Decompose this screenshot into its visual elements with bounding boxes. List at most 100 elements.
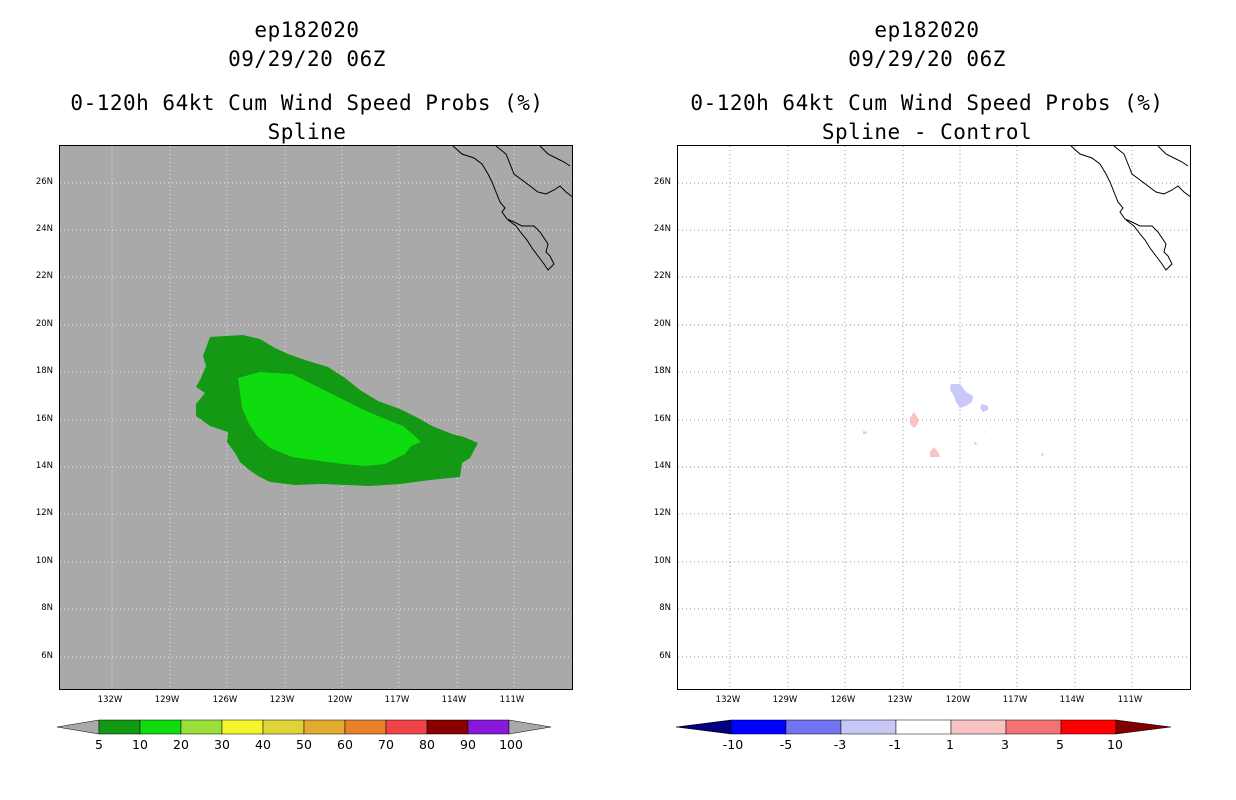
colorbar-swatch xyxy=(385,719,428,735)
diff-positive-region xyxy=(930,447,940,457)
lon-label: 120W xyxy=(945,695,971,705)
lon-label: 114W xyxy=(1059,695,1085,705)
colorbar-label: 3 xyxy=(1001,737,1009,752)
colorbar-swatch xyxy=(840,719,897,735)
right-map-svg xyxy=(678,146,1190,689)
colorbar-label: 60 xyxy=(337,737,353,752)
colorbar-swatch xyxy=(139,719,182,735)
lat-label: 12N xyxy=(35,508,53,518)
lat-label: 10N xyxy=(653,556,671,566)
colorbar-swatch xyxy=(467,719,510,735)
colorbar-swatch xyxy=(426,719,469,735)
colorbar-label: 5 xyxy=(1056,737,1064,752)
colorbar-label: 10 xyxy=(132,737,148,752)
lat-label: 14N xyxy=(35,461,53,471)
lon-label: 126W xyxy=(830,695,856,705)
lat-label: 20N xyxy=(35,319,53,329)
right-title-line1: ep182020 xyxy=(874,18,980,42)
lon-label: 114W xyxy=(441,695,467,705)
colorbar-swatch xyxy=(344,719,387,735)
diff-negative-region xyxy=(980,404,988,412)
lon-label: 111W xyxy=(1117,695,1143,705)
lon-label: 117W xyxy=(1002,695,1028,705)
right-map-panel xyxy=(677,145,1191,690)
left-title-line4: Spline xyxy=(267,120,347,144)
colorbar-swatch xyxy=(1060,719,1117,735)
diff-positive-region xyxy=(984,431,986,433)
lon-label: 129W xyxy=(772,695,798,705)
lon-label: 123W xyxy=(887,695,913,705)
colorbar-swatch xyxy=(730,719,787,735)
colorbar-label: 5 xyxy=(95,737,103,752)
colorbar-label: 50 xyxy=(296,737,312,752)
diff-positive-region xyxy=(863,431,867,434)
prob-10-20-region xyxy=(238,372,421,466)
colorbar-end-right xyxy=(1115,719,1172,735)
lat-label: 16N xyxy=(653,414,671,424)
lon-label: 126W xyxy=(212,695,238,705)
left-colorbar xyxy=(57,719,552,735)
colorbar-end-right xyxy=(508,719,552,735)
colorbar-label: 40 xyxy=(255,737,271,752)
colorbar-swatch xyxy=(1005,719,1062,735)
colorbar-label: 10 xyxy=(1107,737,1123,752)
colorbar-label: -1 xyxy=(888,737,902,752)
colorbar-swatch xyxy=(950,719,1007,735)
lat-label: 26N xyxy=(653,177,671,187)
lat-label: 6N xyxy=(659,651,671,661)
colorbar-swatch xyxy=(785,719,842,735)
lat-label: 16N xyxy=(35,414,53,424)
colorbar-label: 20 xyxy=(173,737,189,752)
right-title-line2: 09/29/20 06Z xyxy=(848,47,1006,71)
colorbar-label: 100 xyxy=(499,737,523,752)
left-title-line3: 0-120h 64kt Cum Wind Speed Probs (%) xyxy=(70,91,544,115)
lat-label: 6N xyxy=(41,651,53,661)
lon-label: 129W xyxy=(154,695,180,705)
right-title-line3: 0-120h 64kt Cum Wind Speed Probs (%) xyxy=(690,91,1164,115)
colorbar-label: 1 xyxy=(946,737,954,752)
left-title-line1: ep182020 xyxy=(254,18,360,42)
colorbar-label: 80 xyxy=(419,737,435,752)
lat-label: 18N xyxy=(35,366,53,376)
lat-label: 24N xyxy=(35,224,53,234)
lon-label: 123W xyxy=(269,695,295,705)
lat-label: 8N xyxy=(41,603,53,613)
colorbar-end-left xyxy=(57,719,100,735)
colorbar-label: 90 xyxy=(460,737,476,752)
colorbar-label: -10 xyxy=(722,737,744,752)
lon-label: 132W xyxy=(97,695,123,705)
diff-negative-region xyxy=(950,384,973,408)
colorbar-label: -3 xyxy=(833,737,847,752)
lat-label: 8N xyxy=(659,603,671,613)
colorbar-label: -5 xyxy=(779,737,793,752)
left-map-svg xyxy=(60,146,572,689)
colorbar-label: 70 xyxy=(378,737,394,752)
lat-label: 18N xyxy=(653,366,671,376)
lat-label: 20N xyxy=(653,319,671,329)
right-gridlines xyxy=(678,146,1190,689)
right-colorbar xyxy=(676,719,1172,735)
lon-label: 132W xyxy=(715,695,741,705)
colorbar-swatch xyxy=(180,719,223,735)
diff-positive-region xyxy=(974,442,977,445)
coastline xyxy=(1070,146,1190,271)
colorbar-swatch xyxy=(262,719,305,735)
lon-label: 117W xyxy=(384,695,410,705)
lat-label: 12N xyxy=(653,508,671,518)
left-title-line2: 09/29/20 06Z xyxy=(228,47,386,71)
lat-label: 24N xyxy=(653,224,671,234)
lat-label: 22N xyxy=(35,271,53,281)
colorbar-swatch xyxy=(221,719,264,735)
lat-label: 22N xyxy=(653,271,671,281)
lat-label: 14N xyxy=(653,461,671,471)
lon-label: 120W xyxy=(327,695,353,705)
colorbar-end-left xyxy=(676,719,732,735)
left-map-panel xyxy=(59,145,573,690)
diff-positive-region xyxy=(910,412,918,428)
lat-label: 26N xyxy=(35,177,53,187)
lon-label: 111W xyxy=(499,695,525,705)
lat-label: 10N xyxy=(35,556,53,566)
colorbar-swatch xyxy=(303,719,346,735)
colorbar-swatch xyxy=(98,719,141,735)
coastline xyxy=(452,146,572,271)
